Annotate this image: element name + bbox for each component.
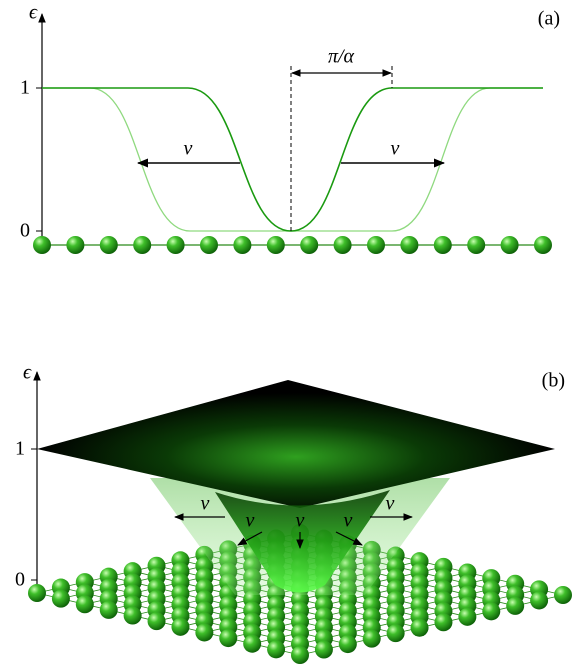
tick-label: 1 (15, 438, 25, 460)
ball (148, 612, 166, 630)
ball (458, 608, 476, 626)
ball (28, 584, 46, 602)
ball (367, 236, 385, 254)
figure: ϵ 1 0 (a) π/α v v ϵ 1 0 (b) v v v (0, 0, 579, 668)
panel-label: (b) (542, 370, 565, 392)
ball (315, 641, 333, 659)
velocity-label: v (296, 510, 305, 532)
ball (300, 236, 318, 254)
panel-b: ϵ 1 0 (b) v v v v v (15, 362, 572, 664)
tick-label: 0 (15, 569, 25, 591)
ball (52, 590, 70, 608)
tick-label: 0 (20, 220, 30, 242)
ball (530, 591, 548, 609)
curve-later (42, 88, 543, 231)
ball (233, 236, 251, 254)
axis-label: ϵ (29, 2, 38, 24)
ball (534, 236, 552, 254)
ball (76, 595, 94, 613)
tick-label: 1 (20, 77, 30, 99)
ball (100, 601, 118, 619)
ball (219, 629, 237, 647)
ball (334, 236, 352, 254)
velocity-label: v (201, 493, 210, 515)
ball (33, 236, 51, 254)
panel-a: ϵ 1 0 (a) π/α v v (20, 2, 560, 254)
ball (434, 613, 452, 631)
ball (400, 236, 418, 254)
ball (167, 236, 185, 254)
ball (506, 597, 524, 615)
axis-label: ϵ (23, 362, 32, 384)
energy-surface (37, 380, 555, 508)
ball (200, 236, 218, 254)
ball (66, 236, 84, 254)
period-label: π/α (328, 46, 355, 68)
velocity-label: v (246, 510, 255, 532)
ball (482, 602, 500, 620)
ball (467, 236, 485, 254)
curve (42, 88, 543, 231)
ball (434, 236, 452, 254)
velocity-label: v (391, 138, 400, 160)
ball (339, 635, 357, 653)
ball (411, 619, 429, 637)
panel-label: (a) (538, 8, 560, 30)
ball (243, 635, 261, 653)
ball (363, 630, 381, 648)
velocity-label: v (344, 510, 353, 532)
ball (267, 236, 285, 254)
ball (554, 586, 572, 604)
ball (501, 236, 519, 254)
velocity-label: v (184, 138, 193, 160)
ball (124, 607, 142, 625)
ball (195, 623, 213, 641)
ball (291, 646, 309, 664)
ball (387, 624, 405, 642)
ball (267, 640, 285, 658)
ball (171, 618, 189, 636)
ball (133, 236, 151, 254)
velocity-label: v (386, 493, 395, 515)
ball (100, 236, 118, 254)
